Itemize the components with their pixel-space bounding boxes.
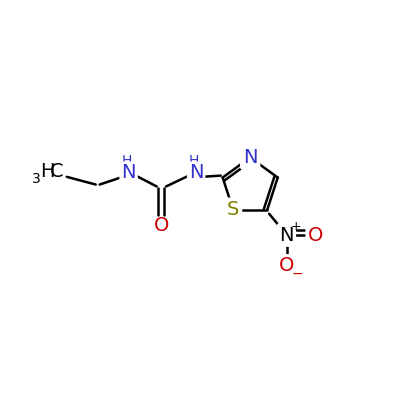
Text: 3: 3	[32, 172, 41, 186]
Text: N: N	[279, 226, 294, 244]
Text: N: N	[243, 148, 258, 167]
Text: H: H	[40, 162, 55, 180]
Text: S: S	[227, 200, 239, 220]
Text: +: +	[291, 220, 302, 233]
Text: N: N	[189, 164, 203, 182]
Text: N: N	[121, 164, 136, 182]
Text: O: O	[154, 216, 169, 235]
Text: O: O	[308, 226, 323, 244]
Text: C: C	[50, 162, 64, 180]
Text: H: H	[122, 154, 132, 168]
Text: H: H	[189, 154, 199, 168]
Text: O: O	[279, 256, 294, 276]
Text: −: −	[292, 267, 303, 281]
